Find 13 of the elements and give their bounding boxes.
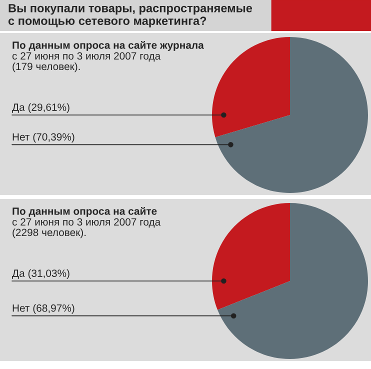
slice-label: Нет (68,97%) (12, 304, 74, 314)
pie-slice (215, 37, 368, 193)
text: с 27 июня по 3 июля 2007 года (2298 человек). (12, 218, 161, 238)
slice-label: Да (31,03%) (12, 269, 70, 279)
chart-title: Вы покупали товары, распространяемые с помощью сетевого маркетинга? (8, 4, 252, 28)
pie-slice (218, 203, 368, 359)
pie-slice (212, 203, 290, 310)
slice-label: Нет (70,39%) (12, 132, 74, 143)
slice-label: Да (29,61%) (12, 103, 70, 113)
text: с 27 июня по 3 июля 2007 года (179 человек). (12, 52, 161, 72)
chart-subtitle: По данным опроса на сайте (12, 207, 157, 217)
chart-subtitle: По данным опроса на сайте журнала (12, 41, 204, 51)
pie-slice (212, 37, 290, 138)
